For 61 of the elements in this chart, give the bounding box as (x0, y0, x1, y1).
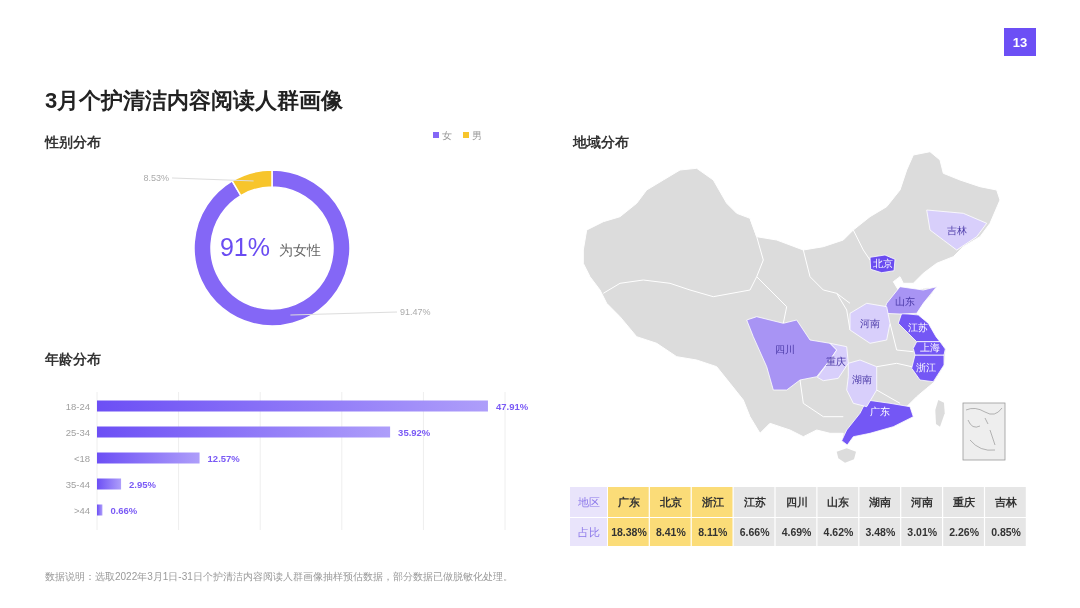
y-tick-label: <18 (73, 452, 90, 464)
text: 91% (219, 233, 270, 261)
text: 占比 (577, 526, 600, 538)
data-label: 4.62% (823, 526, 854, 538)
bar (97, 452, 200, 464)
chart-subtitle: 性别分布 (44, 134, 101, 150)
category-label: 江苏 (908, 321, 928, 333)
donut-slice (193, 169, 351, 327)
category-label: 山东 (895, 295, 915, 307)
data-label: 4.69% (781, 526, 813, 538)
data-label: 8.11% (698, 526, 729, 538)
category-label: 北京 (873, 257, 893, 269)
category-label: 吉林 (947, 224, 967, 236)
category-label: 北京 (658, 496, 682, 508)
data-label: 18.38% (611, 526, 648, 538)
data-label: 2.95% (129, 478, 157, 490)
category-label: 湖南 (868, 496, 892, 508)
data-label: 3.01% (907, 526, 938, 538)
category-label: 河南 (910, 496, 934, 508)
text: 数据说明：选取2022年3月1日-31日个护清洁内容阅读人群画像抽样预估数据，部分数据已做脱敏化处理。 (45, 571, 513, 582)
data-label: 91.47% (400, 307, 431, 318)
category-label: 吉林 (994, 496, 1019, 508)
data-label: 3.48% (865, 526, 896, 538)
data-label: 35.92% (398, 426, 431, 438)
category-label: 江苏 (742, 496, 766, 508)
category-label: 浙江 (916, 361, 936, 373)
data-label: 8.53% (143, 172, 169, 183)
data-label: 0.66% (110, 504, 138, 516)
category-label: 浙江 (700, 496, 724, 508)
bar (97, 426, 391, 438)
y-tick-label: 18-24 (65, 400, 90, 412)
data-label: 6.66% (739, 526, 771, 538)
text: 地域分布 (572, 134, 629, 150)
category-label: 山东 (827, 496, 850, 508)
y-tick-label: >44 (73, 504, 90, 516)
category-label: 重庆 (826, 355, 846, 367)
category-label: 四川 (775, 343, 795, 355)
chart-title: 3月个护清洁内容阅读人群画像 (45, 88, 345, 113)
legend-label: 女 (442, 130, 452, 141)
data-label: 8.41% (655, 526, 687, 538)
data-label: 2.26% (949, 526, 980, 538)
bar (97, 400, 488, 412)
data-label: 47.91% (495, 400, 529, 412)
category-label: 广东 (616, 496, 640, 508)
data-label: 12.57% (207, 452, 241, 464)
y-tick-label: 25-34 (65, 426, 90, 438)
chart-title: 年龄分布 (44, 351, 101, 367)
data-label: 0.85% (991, 526, 1022, 538)
text: 地区 (576, 496, 600, 508)
category-label: 河南 (860, 317, 880, 329)
text: 为女性 (279, 242, 321, 258)
category-label: 上海 (920, 342, 940, 354)
legend-label: 男 (472, 130, 482, 141)
category-label: 四川 (785, 496, 808, 508)
category-label: 湖南 (852, 373, 872, 385)
text: 13 (1012, 35, 1028, 50)
category-label: 广东 (870, 405, 890, 417)
y-tick-label: 35-44 (65, 478, 90, 490)
bar (97, 478, 122, 490)
category-label: 重庆 (952, 496, 976, 508)
bar (97, 504, 103, 516)
